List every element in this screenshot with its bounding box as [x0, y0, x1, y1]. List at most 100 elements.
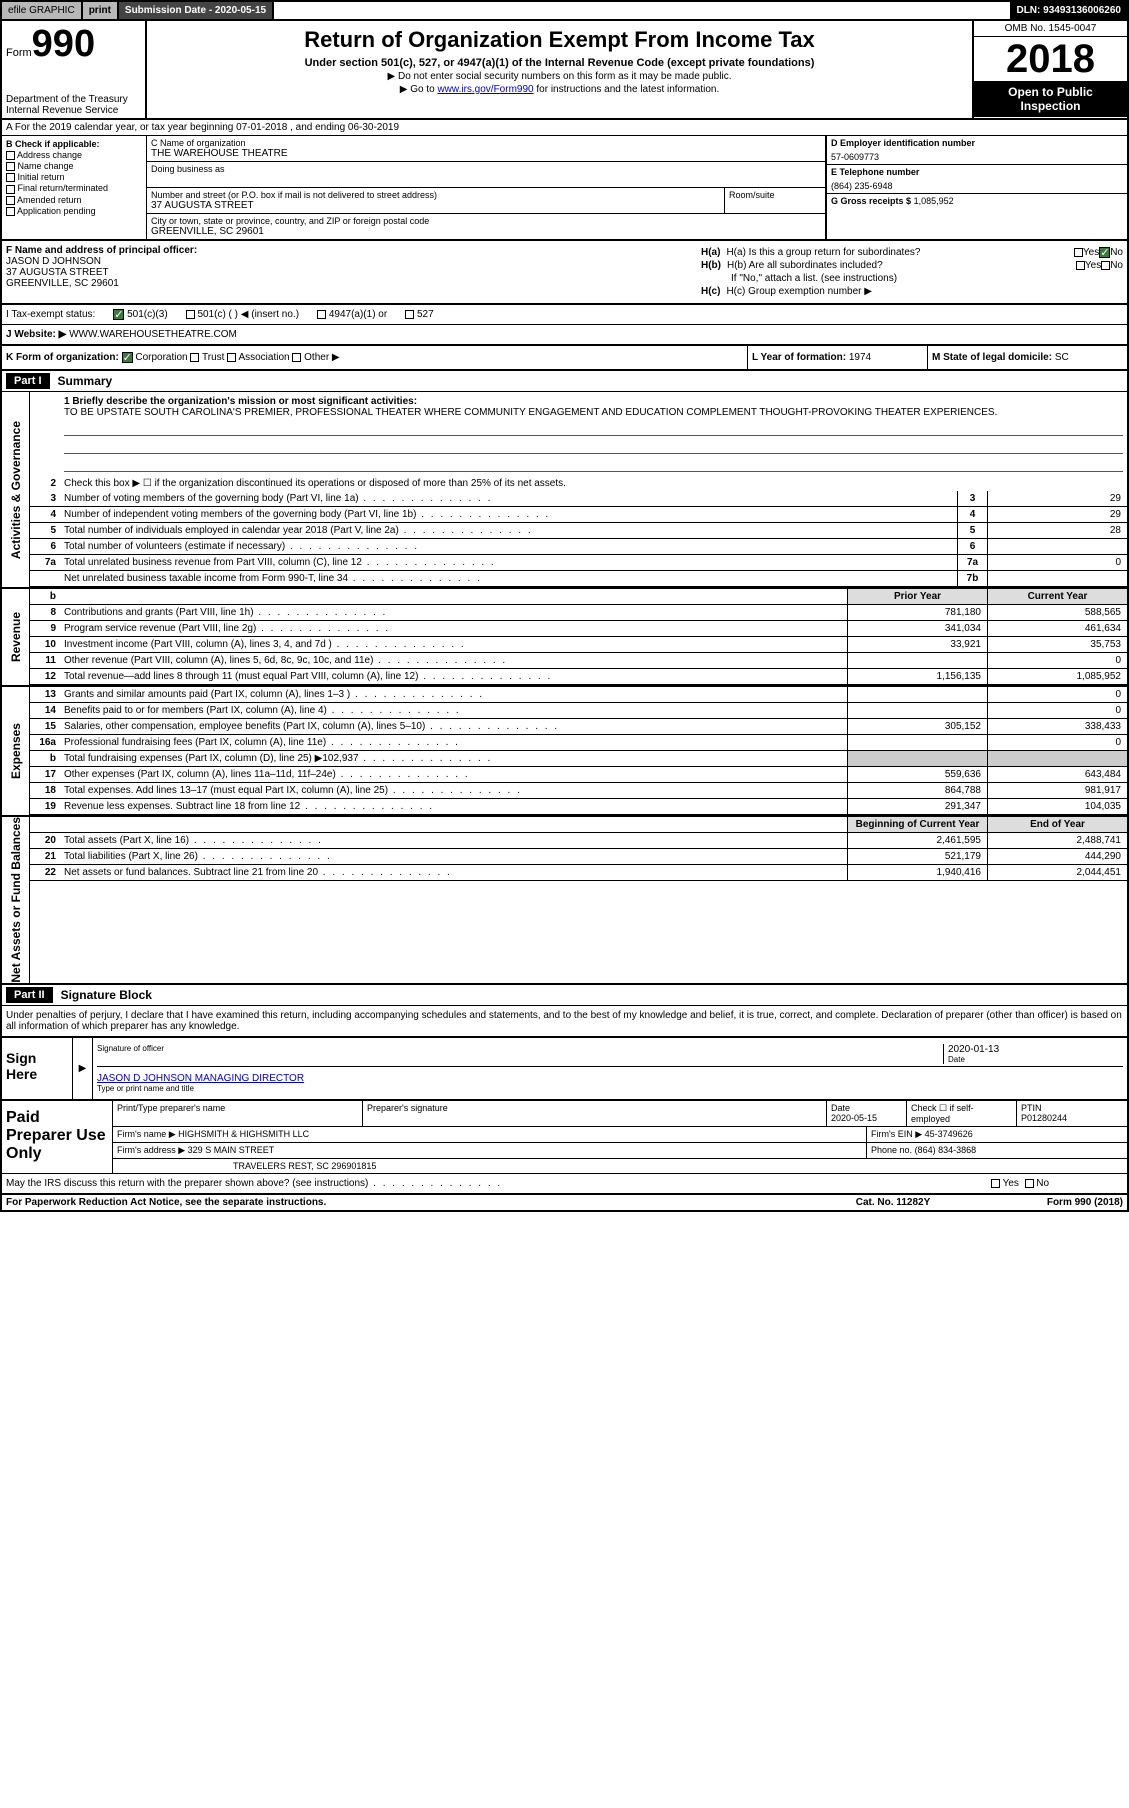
begin-year-header: Beginning of Current Year — [847, 817, 987, 832]
financial-row: 17Other expenses (Part IX, column (A), l… — [30, 767, 1127, 783]
phone-value: (864) 235-6948 — [831, 181, 1123, 191]
checkbox-icon[interactable] — [6, 196, 15, 205]
summary-row: 7aTotal unrelated business revenue from … — [30, 555, 1127, 571]
checkbox-icon[interactable] — [6, 173, 15, 182]
checkbox-icon[interactable] — [1074, 248, 1083, 257]
box-b-title: B Check if applicable: — [6, 139, 142, 149]
form-label: Form — [6, 47, 32, 59]
org-name: THE WAREHOUSE THEATRE — [151, 148, 821, 159]
officer-name: JASON D JOHNSON — [6, 256, 693, 267]
part-i-header: Part I Summary — [2, 371, 1127, 392]
sidebar-activities: Activities & Governance — [9, 421, 23, 559]
line-k-org-form: K Form of organization: Corporation Trus… — [2, 346, 747, 369]
checkbox-icon[interactable] — [317, 310, 326, 319]
checkbox-icon[interactable] — [186, 310, 195, 319]
form-990: Form990 Department of the Treasury Inter… — [0, 21, 1129, 1212]
form-subtitle: Under section 501(c), 527, or 4947(a)(1)… — [153, 57, 966, 69]
checkbox-icon[interactable] — [227, 353, 236, 362]
ein-label: D Employer identification number — [831, 138, 1123, 148]
website-url: WWW.WAREHOUSETHEATRE.COM — [69, 329, 237, 340]
summary-row: 4Number of independent voting members of… — [30, 507, 1127, 523]
financial-row: 9Program service revenue (Part VIII, lin… — [30, 621, 1127, 637]
dba-label: Doing business as — [151, 164, 821, 174]
summary-row: 5Total number of individuals employed in… — [30, 523, 1127, 539]
checkbox-icon[interactable] — [1101, 261, 1110, 270]
print-button[interactable]: print — [83, 2, 119, 19]
box-b-checkboxes: B Check if applicable: Address change Na… — [2, 136, 147, 239]
officer-label: F Name and address of principal officer: — [6, 245, 693, 256]
sidebar-revenue: Revenue — [9, 612, 23, 662]
financial-row: 11Other revenue (Part VIII, column (A), … — [30, 653, 1127, 669]
gross-receipts-value: 1,085,952 — [914, 196, 954, 206]
checkbox-checked-icon[interactable] — [122, 352, 133, 363]
financial-row: 15Salaries, other compensation, employee… — [30, 719, 1127, 735]
checkbox-checked-icon[interactable] — [1099, 247, 1110, 258]
line-l-year-formation: L Year of formation: 1974 — [747, 346, 927, 369]
prior-year-header: Prior Year — [847, 589, 987, 604]
checkbox-icon[interactable] — [6, 151, 15, 160]
line-j-website: J Website: ▶ WWW.WAREHOUSETHEATRE.COM — [2, 325, 1127, 346]
firm-name: HIGHSMITH & HIGHSMITH LLC — [178, 1129, 309, 1139]
footer-catalog: Cat. No. 11282Y — [803, 1197, 983, 1208]
sidebar-net-assets: Net Assets or Fund Balances — [9, 817, 23, 983]
top-toolbar: efile GRAPHIC print Submission Date - 20… — [0, 0, 1129, 21]
line-i-tax-status: I Tax-exempt status: 501(c)(3) 501(c) ( … — [2, 304, 1127, 325]
form-note-2: ▶ Go to www.irs.gov/Form990 for instruct… — [153, 84, 966, 95]
org-name-label: C Name of organization — [151, 138, 821, 148]
city-label: City or town, state or province, country… — [151, 216, 821, 226]
summary-row: Net unrelated business taxable income fr… — [30, 571, 1127, 587]
line-m-state-domicile: M State of legal domicile: SC — [927, 346, 1127, 369]
financial-row: 8Contributions and grants (Part VIII, li… — [30, 605, 1127, 621]
gross-receipts-label: G Gross receipts $ — [831, 196, 911, 206]
addr-label: Number and street (or P.O. box if mail i… — [151, 190, 720, 200]
summary-row: 3Number of voting members of the governi… — [30, 491, 1127, 507]
checkbox-icon[interactable] — [6, 185, 15, 194]
sign-here-label: Sign Here — [2, 1038, 72, 1099]
checkbox-icon[interactable] — [991, 1179, 1000, 1188]
checkbox-checked-icon[interactable] — [113, 309, 124, 320]
efile-label[interactable]: efile GRAPHIC — [2, 2, 83, 19]
city-state-zip: GREENVILLE, SC 29601 — [151, 226, 821, 237]
header-right-block: OMB No. 1545-0047 2018 Open to Public In… — [972, 21, 1127, 118]
officer-addr1: 37 AUGUSTA STREET — [6, 267, 693, 278]
end-year-header: End of Year — [987, 817, 1127, 832]
form-id-block: Form990 Department of the Treasury Inter… — [2, 21, 147, 118]
checkbox-icon[interactable] — [6, 207, 15, 216]
instructions-link[interactable]: www.irs.gov/Form990 — [437, 84, 533, 95]
checkbox-icon[interactable] — [292, 353, 301, 362]
box-c-org-info: C Name of organization THE WAREHOUSE THE… — [147, 136, 827, 239]
financial-row: 16aProfessional fundraising fees (Part I… — [30, 735, 1127, 751]
checkbox-icon[interactable] — [190, 353, 199, 362]
omb-number: OMB No. 1545-0047 — [974, 21, 1127, 37]
financial-row: 22Net assets or fund balances. Subtract … — [30, 865, 1127, 881]
checkbox-icon[interactable] — [1076, 261, 1085, 270]
form-title: Return of Organization Exempt From Incom… — [153, 27, 966, 53]
financial-row: 14Benefits paid to or for members (Part … — [30, 703, 1127, 719]
financial-row: 20Total assets (Part X, line 16)2,461,59… — [30, 833, 1127, 849]
paid-preparer-label: Paid Preparer Use Only — [2, 1101, 112, 1173]
dept-label: Department of the Treasury Internal Reve… — [6, 94, 141, 116]
tax-year: 2018 — [974, 37, 1127, 81]
submission-date: Submission Date - 2020-05-15 — [119, 2, 274, 19]
street-address: 37 AUGUSTA STREET — [151, 200, 720, 211]
financial-row: 18Total expenses. Add lines 13–17 (must … — [30, 783, 1127, 799]
hb-note: If "No," attach a list. (see instruction… — [701, 273, 1123, 284]
dln-label: DLN: 93493136006260 — [1010, 2, 1127, 19]
financial-row: 12Total revenue—add lines 8 through 11 (… — [30, 669, 1127, 685]
form-title-block: Return of Organization Exempt From Incom… — [147, 21, 972, 118]
footer-form-id: Form 990 (2018) — [983, 1197, 1123, 1208]
checkbox-icon[interactable] — [405, 310, 414, 319]
box-f-officer: F Name and address of principal officer:… — [2, 241, 697, 303]
financial-row: 13Grants and similar amounts paid (Part … — [30, 687, 1127, 703]
box-de-block: D Employer identification number 57-0609… — [827, 136, 1127, 239]
signature-declaration: Under penalties of perjury, I declare th… — [2, 1006, 1127, 1038]
form-number: 990 — [32, 23, 95, 65]
open-public-inspection: Open to Public Inspection — [974, 81, 1127, 117]
checkbox-icon[interactable] — [6, 162, 15, 171]
phone-label: E Telephone number — [831, 167, 1123, 177]
officer-name-link[interactable]: JASON D JOHNSON MANAGING DIRECTOR — [97, 1073, 1123, 1084]
arrow-icon: ▶ — [79, 1063, 87, 1074]
checkbox-icon[interactable] — [1025, 1179, 1034, 1188]
mission-text: TO BE UPSTATE SOUTH CAROLINA'S PREMIER, … — [64, 407, 1123, 418]
mission-block: 1 Briefly describe the organization's mi… — [30, 392, 1127, 476]
